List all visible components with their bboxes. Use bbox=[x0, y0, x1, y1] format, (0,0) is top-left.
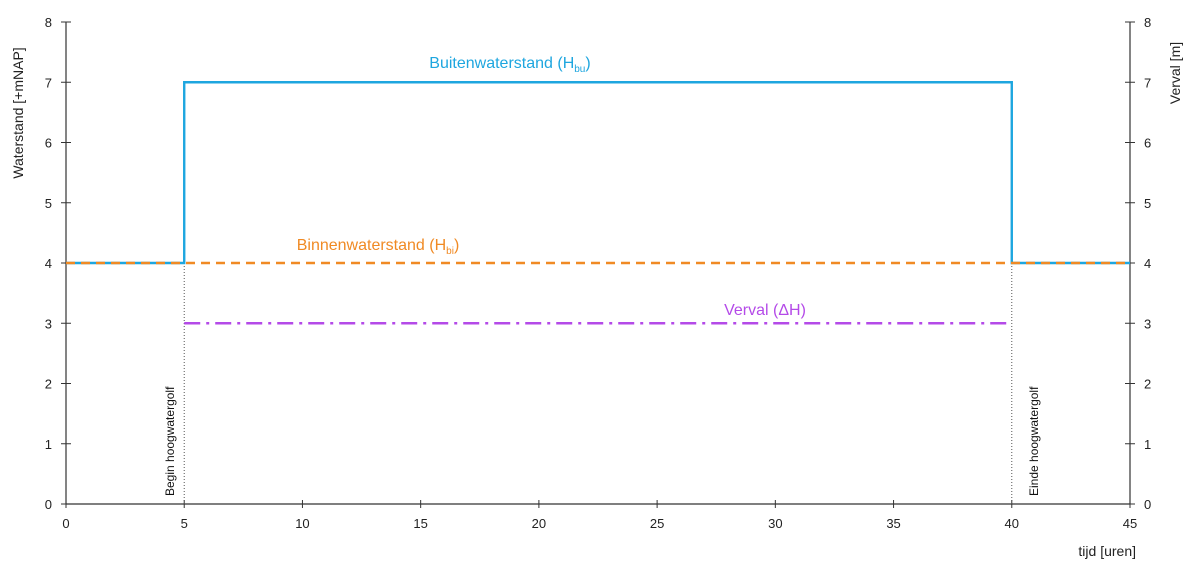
x-tick-label: 15 bbox=[413, 516, 427, 531]
x-tick-label: 30 bbox=[768, 516, 782, 531]
y-tick-label-right: 7 bbox=[1144, 75, 1151, 90]
y-tick-label-right: 2 bbox=[1144, 377, 1151, 392]
x-tick-label: 5 bbox=[181, 516, 188, 531]
y-tick-label-right: 0 bbox=[1144, 497, 1151, 512]
y-tick-label-left: 4 bbox=[45, 256, 52, 271]
y-tick-label-left: 2 bbox=[45, 377, 52, 392]
y-tick-label-left: 5 bbox=[45, 196, 52, 211]
y-tick-label-right: 1 bbox=[1144, 437, 1151, 452]
y-axis-right-title: Verval [m] bbox=[1167, 42, 1183, 104]
x-tick-label: 45 bbox=[1123, 516, 1137, 531]
x-tick-label: 35 bbox=[886, 516, 900, 531]
series-label-3: Verval (ΔH) bbox=[724, 302, 806, 319]
series-group bbox=[66, 81, 1130, 325]
event-lines-group: Begin hoogwatergolf Einde hoogwatergolf bbox=[163, 263, 1041, 504]
x-axis-title: tijd [uren] bbox=[1078, 543, 1136, 559]
series-label-close: ) bbox=[585, 55, 590, 72]
y-tick-label-right: 3 bbox=[1144, 316, 1151, 331]
series-label-subscript: bi bbox=[446, 246, 454, 257]
y-tick-label-left: 1 bbox=[45, 437, 52, 452]
x-tick-label: 25 bbox=[650, 516, 664, 531]
x-tick-label: 40 bbox=[1005, 516, 1019, 531]
x-tick-label: 20 bbox=[532, 516, 546, 531]
y-tick-label-left: 7 bbox=[45, 75, 52, 90]
y-tick-label-right: 4 bbox=[1144, 256, 1151, 271]
series-label-close: ) bbox=[454, 237, 459, 254]
series-label-main: Binnenwaterstand (H bbox=[297, 237, 446, 254]
series-label-2: Binnenwaterstand (Hbi) bbox=[297, 237, 460, 257]
x-tick-label: 10 bbox=[295, 516, 309, 531]
y-tick-label-left: 8 bbox=[45, 15, 52, 30]
y-tick-label-right: 8 bbox=[1144, 15, 1151, 30]
series-label-subscript: bu bbox=[574, 64, 585, 75]
y-tick-label-left: 3 bbox=[45, 316, 52, 331]
labels-group: Buitenwaterstand (Hbu)Binnenwaterstand (… bbox=[297, 55, 806, 319]
series-line-1 bbox=[66, 81, 1130, 265]
series-label-main: Buitenwaterstand (H bbox=[429, 55, 574, 72]
x-tick-label: 0 bbox=[62, 516, 69, 531]
series-label-1: Buitenwaterstand (Hbu) bbox=[429, 55, 590, 75]
y-tick-label-left: 0 bbox=[45, 497, 52, 512]
y-axis-left-title: Waterstand [+mNAP] bbox=[10, 47, 26, 178]
y-tick-label-left: 6 bbox=[45, 136, 52, 151]
y-tick-label-right: 6 bbox=[1144, 136, 1151, 151]
axes-group: 0 01 12 23 34 45 56 67 78 80 5 10 15 20 25 30 35 40 45tijd… bbox=[10, 15, 1183, 559]
begin-hoogwatergolf-label: Begin hoogwatergolf bbox=[163, 386, 177, 496]
y-tick-label-right: 5 bbox=[1144, 196, 1151, 211]
einde-hoogwatergolf-label: Einde hoogwatergolf bbox=[1027, 386, 1041, 496]
